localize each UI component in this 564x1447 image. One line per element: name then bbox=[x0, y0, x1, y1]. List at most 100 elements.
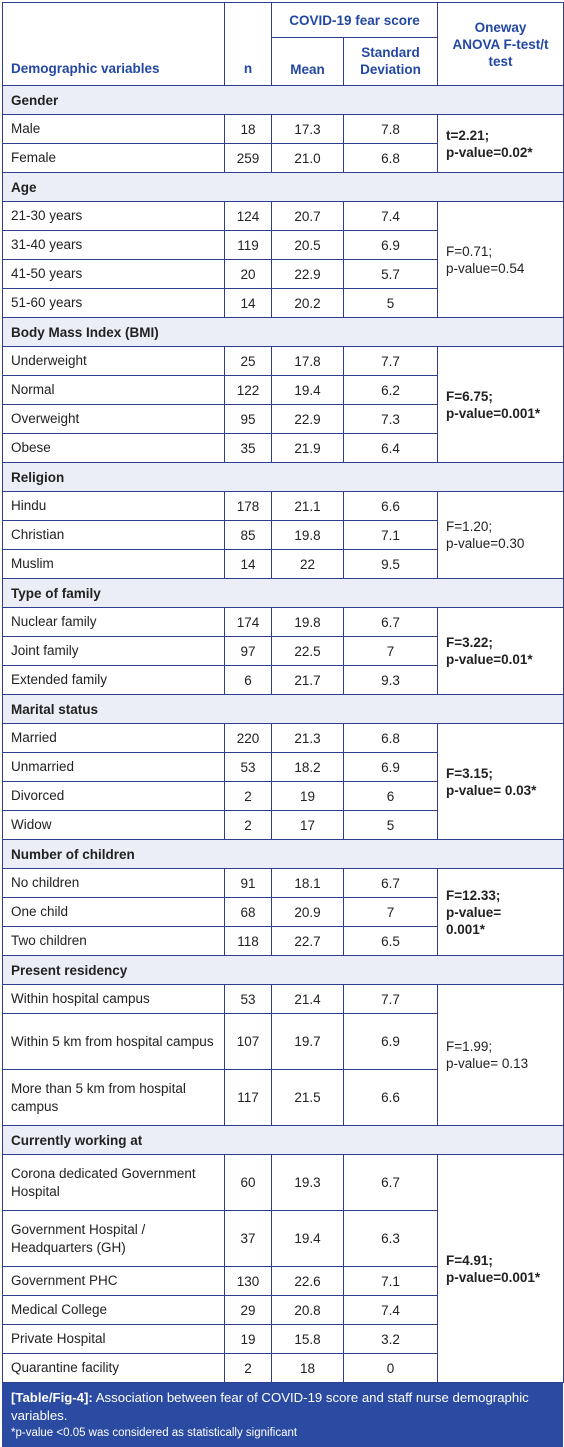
row-sd: 0 bbox=[343, 1353, 438, 1383]
row-n: 91 bbox=[224, 868, 272, 898]
row-mean: 20.2 bbox=[271, 288, 344, 318]
row-sd: 7.1 bbox=[343, 520, 438, 550]
row-n: 25 bbox=[224, 346, 272, 376]
table-row: Within hospital campus 53 21.4 7.7 F=1.99; p-… bbox=[2, 984, 564, 1126]
section-header-row: Religion bbox=[2, 462, 564, 492]
row-label: Married bbox=[2, 723, 225, 753]
test-result-line: F=1.20; bbox=[446, 519, 493, 534]
table-row: Divorced 2 19 6 bbox=[2, 781, 564, 811]
row-n: 29 bbox=[224, 1295, 272, 1325]
table-row: Quarantine facility 2 18 0 bbox=[2, 1353, 564, 1383]
row-sd: 7.8 bbox=[343, 114, 438, 144]
row-mean: 18.2 bbox=[271, 752, 344, 782]
section-header-row: Present residency bbox=[2, 955, 564, 985]
section-header-row: Number of children bbox=[2, 839, 564, 869]
section-title: Religion bbox=[2, 462, 564, 492]
row-n: 19 bbox=[224, 1324, 272, 1354]
header-test-text: Oneway ANOVA F-test/t test bbox=[452, 19, 549, 69]
table-row: Married 220 21.3 6.8 F=3.15; p-value= 0.03* bbox=[2, 723, 564, 840]
row-n: 2 bbox=[224, 1353, 272, 1383]
row-sd: 7.3 bbox=[343, 404, 438, 434]
test-result-line: p-value=0.01* bbox=[446, 652, 533, 667]
section-title: Age bbox=[2, 172, 564, 202]
section-header-row: Marital status bbox=[2, 694, 564, 724]
table-row: No children 91 18.1 6.7 F=12.33; p-value= 0.00… bbox=[2, 868, 564, 956]
row-label: Underweight bbox=[2, 346, 225, 376]
header-sd: Standard Deviation bbox=[343, 37, 438, 86]
row-label: 21-30 years bbox=[2, 201, 225, 231]
row-n: 130 bbox=[224, 1266, 272, 1296]
section-title: Type of family bbox=[2, 578, 564, 608]
row-n: 6 bbox=[224, 665, 272, 695]
test-result: t=2.21; p-value=0.02* bbox=[437, 114, 564, 173]
row-n: 20 bbox=[224, 259, 272, 289]
row-sd: 5 bbox=[343, 810, 438, 840]
table-row: Medical College 29 20.8 7.4 bbox=[2, 1295, 564, 1325]
row-n: 37 bbox=[224, 1210, 272, 1267]
row-mean: 17.8 bbox=[271, 346, 344, 376]
test-result-line: p-value= 0.13 bbox=[446, 1056, 529, 1071]
row-label: Unmarried bbox=[2, 752, 225, 782]
test-result-line: F=3.15; bbox=[446, 765, 493, 781]
row-mean: 20.7 bbox=[271, 201, 344, 231]
row-mean: 21.4 bbox=[271, 984, 344, 1014]
row-sd: 6.4 bbox=[343, 433, 438, 463]
table-row: Hindu 178 21.1 6.6 F=1.20; p-value=0.30 bbox=[2, 491, 564, 579]
section-title: Gender bbox=[2, 85, 564, 115]
row-mean: 22.5 bbox=[271, 636, 344, 666]
test-result-line: t=2.21; bbox=[446, 127, 490, 143]
row-n: 97 bbox=[224, 636, 272, 666]
row-sd: 7 bbox=[343, 636, 438, 666]
row-n: 53 bbox=[224, 752, 272, 782]
test-result-line: F=4.91; bbox=[446, 1252, 493, 1268]
header-demographic: Demographic variables bbox=[2, 2, 225, 86]
test-result-line: F=3.22; bbox=[446, 635, 493, 650]
test-result-line: 0.001* bbox=[446, 921, 486, 937]
caption-note: *p-value <0.05 was considered as statist… bbox=[11, 1427, 298, 1439]
row-n: 2 bbox=[224, 810, 272, 840]
row-mean: 20.8 bbox=[271, 1295, 344, 1325]
header-n: n bbox=[224, 2, 272, 86]
table-row: Female 259 21.0 6.8 bbox=[2, 143, 564, 173]
row-sd: 6.7 bbox=[343, 607, 438, 637]
caption-label: [Table/Fig-4]: bbox=[11, 1390, 93, 1405]
row-mean: 17 bbox=[271, 810, 344, 840]
row-n: 122 bbox=[224, 375, 272, 405]
row-n: 14 bbox=[224, 288, 272, 318]
test-result: F=0.71; p-value=0.54 bbox=[437, 201, 564, 318]
row-label: Christian bbox=[2, 520, 225, 550]
header-test: Oneway ANOVA F-test/t test bbox=[437, 2, 564, 86]
row-mean: 21.0 bbox=[271, 143, 344, 173]
row-label: Within hospital campus bbox=[2, 984, 225, 1014]
table-row: Two children 118 22.7 6.5 bbox=[2, 926, 564, 956]
section-header-row: Gender bbox=[2, 85, 564, 115]
test-result: F=3.22; p-value=0.01* bbox=[437, 607, 564, 695]
row-n: 118 bbox=[224, 926, 272, 956]
table-row: Government Hospital / Headquarters (GH) 3… bbox=[2, 1210, 564, 1267]
section-title: Currently working at bbox=[2, 1125, 564, 1155]
test-result: F=1.20; p-value=0.30 bbox=[437, 491, 564, 579]
row-sd: 6.9 bbox=[343, 752, 438, 782]
row-label: 41-50 years bbox=[2, 259, 225, 289]
row-label: Divorced bbox=[2, 781, 225, 811]
section-title: Number of children bbox=[2, 839, 564, 869]
row-sd: 7.7 bbox=[343, 346, 438, 376]
row-mean: 21.3 bbox=[271, 723, 344, 753]
row-label: Female bbox=[2, 143, 225, 173]
row-sd: 6.7 bbox=[343, 868, 438, 898]
test-result: F=4.91; p-value=0.001* bbox=[437, 1154, 564, 1383]
section-header-row: Age bbox=[2, 172, 564, 202]
row-mean: 18.1 bbox=[271, 868, 344, 898]
row-sd: 6.5 bbox=[343, 926, 438, 956]
row-mean: 22.7 bbox=[271, 926, 344, 956]
row-label: Nuclear family bbox=[2, 607, 225, 637]
row-n: 95 bbox=[224, 404, 272, 434]
row-n: 174 bbox=[224, 607, 272, 637]
table-row: Underweight 25 17.8 7.7 F=6.75; p-value=0.001… bbox=[2, 346, 564, 463]
table-row: 41-50 years 20 22.9 5.7 bbox=[2, 259, 564, 289]
row-label: More than 5 km from hospital campus bbox=[2, 1069, 225, 1126]
table-row: Male 18 17.3 7.8 t=2.21; p-value=0.02* bbox=[2, 114, 564, 173]
test-result-line: F=6.75; bbox=[446, 388, 493, 404]
row-n: 85 bbox=[224, 520, 272, 550]
caption-main: [Table/Fig-4]: Association between fear … bbox=[11, 1389, 555, 1425]
